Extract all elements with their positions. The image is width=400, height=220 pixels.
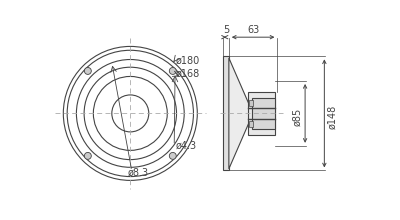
Circle shape bbox=[84, 152, 91, 159]
Bar bbox=[248, 92, 275, 135]
Text: ø85: ø85 bbox=[293, 107, 303, 126]
Text: 63: 63 bbox=[247, 25, 259, 35]
Bar bbox=[249, 99, 253, 106]
Text: ø8.3: ø8.3 bbox=[128, 168, 149, 178]
Bar bbox=[224, 56, 229, 170]
Text: 5: 5 bbox=[223, 25, 229, 35]
Text: ø4.3: ø4.3 bbox=[176, 141, 197, 151]
Polygon shape bbox=[229, 58, 250, 169]
Circle shape bbox=[169, 152, 176, 159]
Text: ø148: ø148 bbox=[328, 104, 338, 129]
Bar bbox=[252, 98, 275, 129]
Circle shape bbox=[84, 68, 91, 74]
Text: ø168: ø168 bbox=[176, 69, 200, 79]
Text: ø180: ø180 bbox=[176, 56, 200, 66]
Circle shape bbox=[169, 68, 176, 74]
Bar bbox=[249, 121, 253, 127]
